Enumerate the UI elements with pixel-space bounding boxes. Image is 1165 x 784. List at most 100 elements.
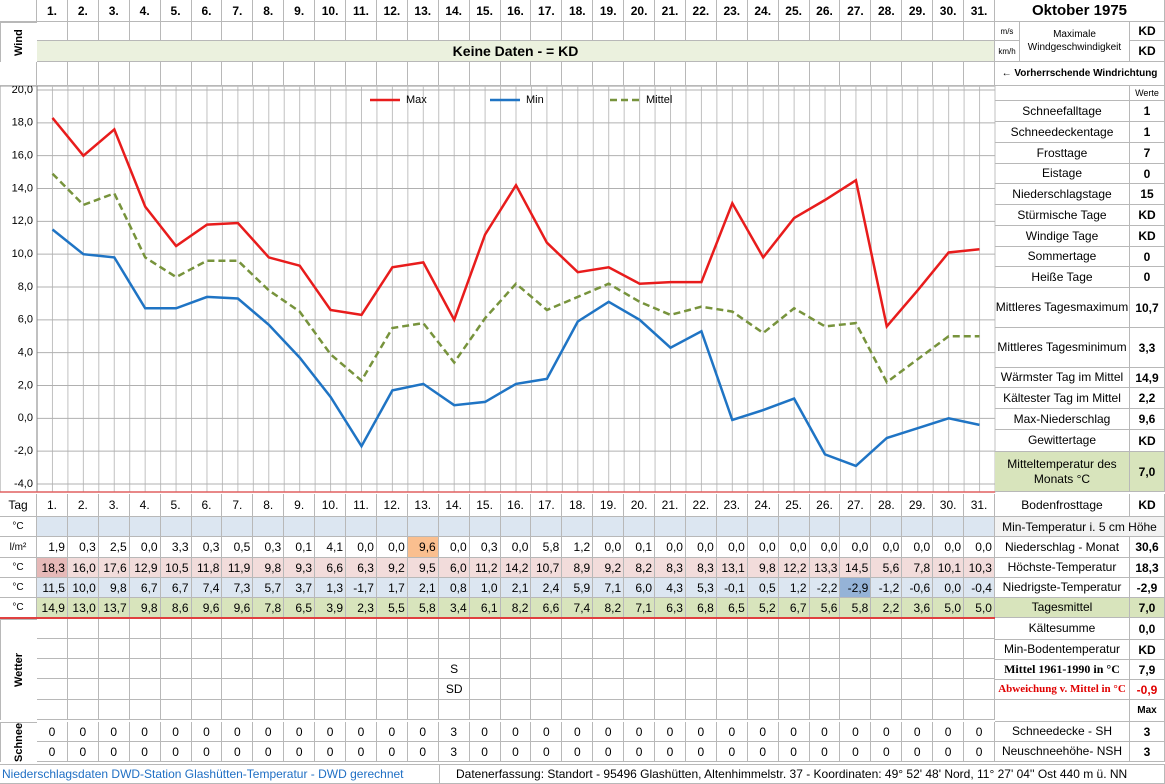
wetter-cell	[67, 700, 99, 720]
wetter-cell	[500, 700, 532, 720]
stats-value: KD	[1130, 494, 1165, 517]
y-tick-label: 18,0	[12, 117, 33, 129]
temperature-cell: 4,3	[655, 578, 686, 598]
stats-value: 0	[1130, 164, 1165, 184]
series-line	[51, 172, 980, 385]
wind-cell	[253, 22, 285, 41]
wetter-cell	[593, 700, 625, 720]
schnee-cell: 0	[902, 742, 934, 762]
wetter-cell	[840, 639, 872, 659]
wetter-cell	[716, 639, 748, 659]
temperature-cell: 8,3	[685, 558, 717, 578]
stats-value: 30,6	[1130, 537, 1165, 558]
stats-label: Mittleres Tagesmaximum	[995, 288, 1130, 328]
row-unit: °C	[0, 578, 37, 598]
wetter-cell	[500, 659, 532, 679]
temperature-cell: 10,3	[964, 558, 995, 578]
blank-cell	[98, 62, 130, 86]
wetter-cell	[407, 619, 439, 639]
precipitation-cell: 0,0	[747, 537, 779, 558]
schnee-cell: 0	[315, 722, 347, 742]
wetter-cell	[778, 679, 810, 700]
wetter-cell	[469, 679, 501, 700]
wind-cell	[933, 22, 965, 41]
temperature-cell: 1,7	[376, 578, 408, 598]
blank-cell	[407, 62, 439, 86]
wetter-cell	[747, 679, 779, 700]
min-5cm-cell	[933, 517, 965, 537]
precipitation-cell: 9,6	[407, 537, 439, 558]
day-header: 30.	[933, 0, 965, 22]
wetter-cell	[253, 619, 285, 639]
stats-label: Höchste-Temperatur	[995, 558, 1130, 578]
precipitation-cell: 0,3	[253, 537, 285, 558]
stats-value: 3	[1130, 742, 1165, 762]
day-header: 18.	[562, 0, 594, 22]
stats-value: 2,2	[1130, 388, 1165, 409]
min-5cm-cell	[346, 517, 377, 537]
stats-value: 14,9	[1130, 368, 1165, 388]
wetter-cell	[438, 659, 470, 679]
schnee-cell: 0	[933, 742, 965, 762]
wetter-cell	[67, 639, 99, 659]
temperature-cell: 6,3	[346, 558, 377, 578]
min-5cm-cell	[871, 517, 903, 537]
wetter-cell	[871, 659, 903, 679]
wind-cell	[160, 22, 192, 41]
blank-cell	[747, 62, 779, 86]
precipitation-cell: 0,3	[469, 537, 501, 558]
schnee-cell: 0	[98, 742, 130, 762]
min-5cm-cell	[500, 517, 532, 537]
day-cell: 5.	[160, 494, 192, 517]
day-cell: 24.	[747, 494, 779, 517]
min-5cm-cell	[747, 517, 779, 537]
min-5cm-cell	[593, 517, 625, 537]
min-5cm-cell	[129, 517, 161, 537]
blank-cell	[933, 62, 965, 86]
wetter-cell	[933, 619, 965, 639]
stats-label: Niederschlagstage	[995, 184, 1130, 205]
wetter-cell	[624, 639, 656, 659]
wetter-cell	[747, 639, 779, 659]
temperature-cell: -2,9	[840, 578, 872, 598]
blank-cell	[624, 62, 656, 86]
wind-cell	[438, 22, 470, 41]
schnee-cell: 0	[160, 722, 192, 742]
day-header: 22.	[685, 0, 717, 22]
schnee-cell: 0	[562, 722, 594, 742]
schnee-cell: 0	[346, 722, 377, 742]
day-cell: 25.	[778, 494, 810, 517]
min-5cm-cell	[562, 517, 594, 537]
stats-label: Schneefalltage	[995, 101, 1130, 122]
temperature-cell: 16,0	[67, 558, 99, 578]
wetter-cell	[315, 619, 347, 639]
wind-cell	[376, 22, 408, 41]
day-header: 24.	[747, 0, 779, 22]
max-wind-value: KD	[1130, 41, 1165, 62]
wetter-cell	[191, 659, 223, 679]
temperature-cell: 14,9	[37, 598, 68, 618]
stats-value: 3	[1130, 722, 1165, 742]
temperature-cell: 6,7	[778, 598, 810, 618]
schnee-cell: 0	[747, 722, 779, 742]
temperature-cell: 11,9	[222, 558, 254, 578]
temperature-cell: 9,2	[376, 558, 408, 578]
wetter-cell	[160, 700, 192, 720]
day-cell: 28.	[871, 494, 903, 517]
blank-cell	[469, 62, 501, 86]
day-header: 17.	[531, 0, 563, 22]
temperature-cell: 13,7	[98, 598, 130, 618]
stats-value: 0	[1130, 267, 1165, 288]
day-header: 31.	[964, 0, 995, 22]
stats-label: Mitteltemperatur des Monats °C	[995, 452, 1130, 492]
temperature-cell: 1,0	[469, 578, 501, 598]
day-cell: 11.	[346, 494, 377, 517]
day-cell: 16.	[500, 494, 532, 517]
wetter-entry: SD	[439, 680, 469, 698]
stats-value: -2,9	[1130, 578, 1165, 598]
wetter-cell	[809, 619, 841, 639]
temperature-cell: 8,2	[624, 558, 656, 578]
wetter-cell	[562, 679, 594, 700]
temperature-cell: 6,1	[469, 598, 501, 618]
day-cell: 8.	[253, 494, 285, 517]
